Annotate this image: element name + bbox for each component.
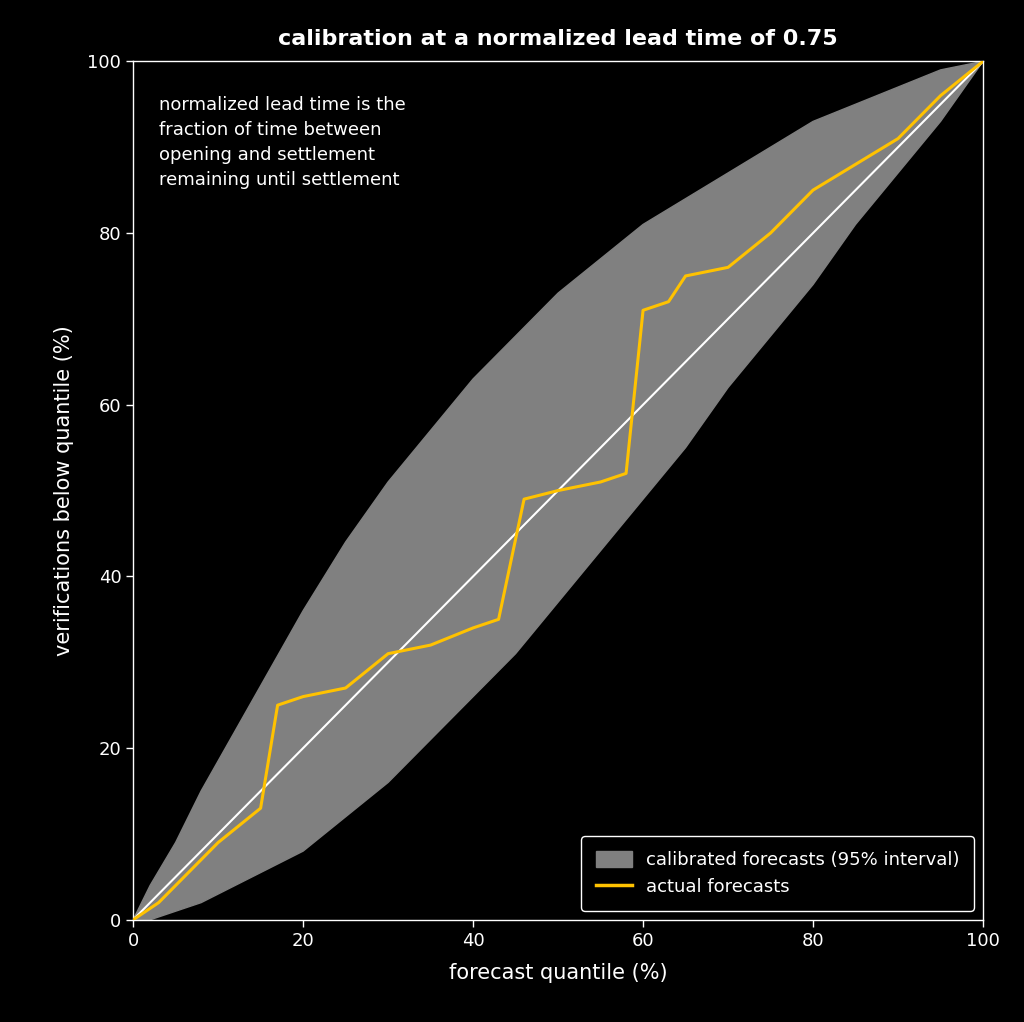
Legend: calibrated forecasts (95% interval), actual forecasts: calibrated forecasts (95% interval), act… [581, 836, 974, 911]
Text: normalized lead time is the
fraction of time between
opening and settlement
rema: normalized lead time is the fraction of … [159, 96, 406, 189]
Title: calibration at a normalized lead time of 0.75: calibration at a normalized lead time of… [279, 29, 838, 49]
Polygon shape [133, 61, 983, 920]
X-axis label: forecast quantile (%): forecast quantile (%) [449, 964, 668, 983]
Y-axis label: verifications below quantile (%): verifications below quantile (%) [53, 325, 74, 656]
